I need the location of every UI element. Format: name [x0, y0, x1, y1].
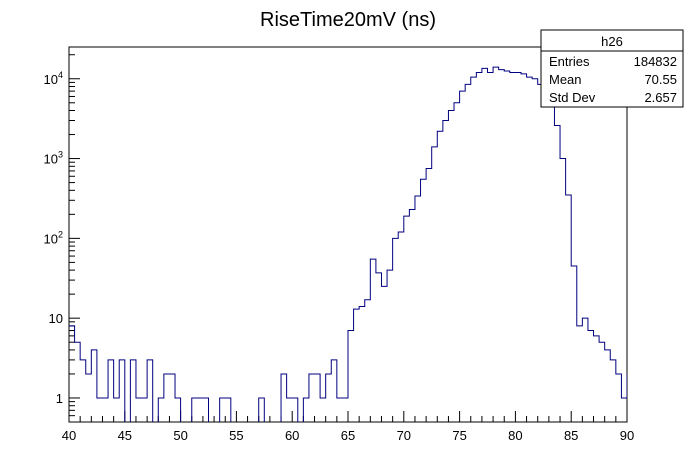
y-tick-label: 1 [56, 391, 63, 406]
x-tick-label: 75 [452, 428, 466, 443]
x-tick-label: 45 [118, 428, 132, 443]
x-tick-label: 65 [341, 428, 355, 443]
y-tick-label: 102 [44, 229, 63, 246]
stats-histogram-name: h26 [601, 34, 623, 49]
y-tick-label: 10 [49, 311, 63, 326]
stats-value-entries: 184832 [634, 54, 677, 69]
x-tick-label: 60 [285, 428, 299, 443]
x-tick-label: 90 [620, 428, 634, 443]
stats-label-entries: Entries [549, 54, 590, 69]
x-tick-label: 50 [173, 428, 187, 443]
y-tick-label: 103 [44, 150, 63, 167]
x-tick-label: 55 [229, 428, 243, 443]
histogram-line [69, 66, 627, 422]
x-tick-label: 70 [397, 428, 411, 443]
x-axis: 40 45 50 55 60 65 70 75 80 85 90 [62, 411, 634, 443]
stats-box-frame [540, 29, 684, 108]
y-tick-label: 104 [44, 70, 63, 87]
stats-label-stddev: Std Dev [549, 90, 596, 105]
stats-label-mean: Mean [549, 72, 582, 87]
x-tick-label: 80 [508, 428, 522, 443]
x-tick-label: 85 [564, 428, 578, 443]
stats-value-stddev: 2.657 [644, 90, 677, 105]
stats-box: h26 Entries 184832 Mean 70.55 Std Dev 2.… [540, 29, 684, 108]
x-tick-label: 40 [62, 428, 76, 443]
chart-title: RiseTime20mV (ns) [260, 9, 436, 31]
y-axis: 1 10 102 103 104 [44, 54, 80, 423]
stats-value-mean: 70.55 [644, 72, 677, 87]
